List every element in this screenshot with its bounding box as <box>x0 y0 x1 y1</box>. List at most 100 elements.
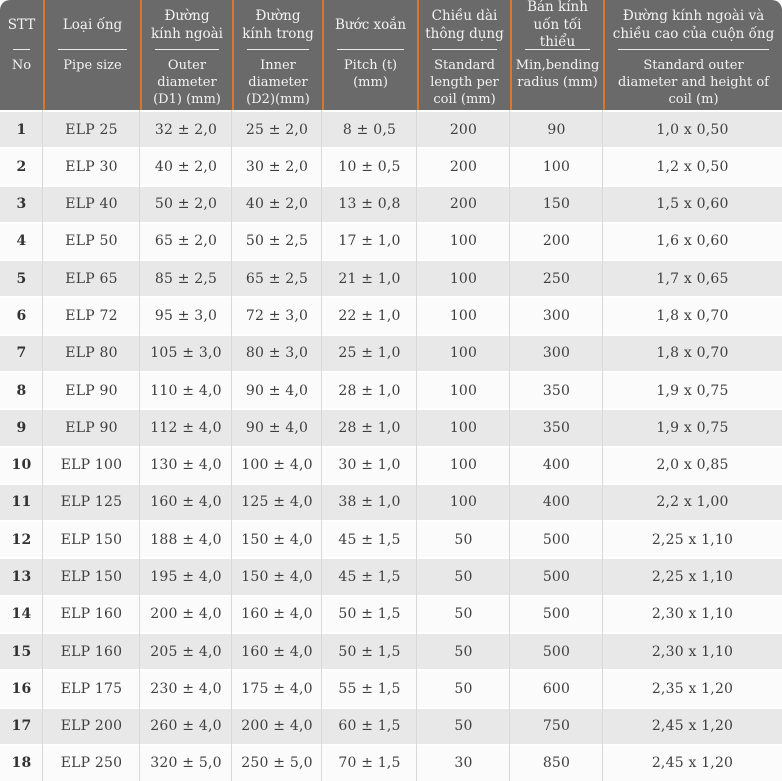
cell-size: ELP 30 <box>65 158 118 175</box>
cell-inner: 65 ± 2,5 <box>245 270 309 287</box>
cell-outer: 110 ± 4,0 <box>150 382 222 399</box>
table-row: 1 ELP 25 32 ± 2,0 25 ± 2,0 8 ± 0,5 200 90 1,0 x… <box>0 110 782 148</box>
cell-outer: 112 ± 4,0 <box>150 419 222 436</box>
cell-coil: 1,9 x 0,75 <box>656 419 729 436</box>
cell-coil: 2,2 x 1,00 <box>656 494 729 511</box>
table-header: STT No Loại ống Pipe size Đường kính ngoài Ou… <box>0 0 782 110</box>
cell-size: ELP 250 <box>60 755 123 772</box>
cell-outer: 105 ± 3,0 <box>150 345 222 362</box>
cell-length: 100 <box>449 270 478 287</box>
cell-outer: 65 ± 2,0 <box>154 233 218 250</box>
cell-size: ELP 100 <box>60 457 123 474</box>
cell-inner: 175 ± 4,0 <box>241 680 313 697</box>
cell-length: 200 <box>449 196 478 213</box>
cell-size: ELP 80 <box>65 345 118 362</box>
cell-length: 100 <box>449 382 478 399</box>
cell-pitch: 25 ± 1,0 <box>338 345 401 362</box>
cell-size: ELP 160 <box>60 643 123 660</box>
cell-outer: 195 ± 4,0 <box>150 569 222 586</box>
cell-inner: 30 ± 2,0 <box>245 158 309 175</box>
cell-size: ELP 125 <box>60 494 123 511</box>
cell-inner: 90 ± 4,0 <box>245 382 309 399</box>
cell-coil: 2,30 x 1,10 <box>651 606 734 623</box>
table-row: 6 ELP 72 95 ± 3,0 72 ± 3,0 22 ± 1,0 100 300 1,8… <box>0 296 782 334</box>
table-row: 4 ELP 50 65 ± 2,0 50 ± 2,5 17 ± 1,0 100 200 1,6… <box>0 221 782 260</box>
cell-pitch: 45 ± 1,5 <box>338 569 401 586</box>
table-row: 2 ELP 30 40 ± 2,0 30 ± 2,0 10 ± 0,5 200 100 1,2… <box>0 147 782 185</box>
cell-inner: 160 ± 4,0 <box>241 643 313 660</box>
cell-no: 2 <box>16 158 27 175</box>
cell-coil: 2,45 x 1,20 <box>651 718 734 735</box>
cell-radius: 500 <box>542 569 571 586</box>
table-body: 1 ELP 25 32 ± 2,0 25 ± 2,0 8 ± 0,5 200 90 1,0 x… <box>0 110 782 781</box>
column-header-no: STT No <box>0 0 43 110</box>
cell-outer: 95 ± 3,0 <box>154 308 218 325</box>
cell-coil: 1,7 x 0,65 <box>656 270 729 287</box>
header-english-label: Inner diameter (D2)(mm) <box>246 58 310 107</box>
table-row: 12 ELP 150 188 ± 4,0 150 ± 4,0 45 ± 1,5 50 500… <box>0 520 782 558</box>
cell-radius: 750 <box>542 718 571 735</box>
header-english-label: Pipe size <box>63 58 122 73</box>
header-vietnamese-label: Bán kính uốn tối thiểu <box>527 0 588 51</box>
cell-coil: 1,2 x 0,50 <box>656 158 729 175</box>
column-header-length: Chiều dài thông dụng Standard length per … <box>417 0 510 110</box>
cell-length: 100 <box>449 308 478 325</box>
cell-pitch: 45 ± 1,5 <box>338 531 401 548</box>
cell-radius: 300 <box>542 345 571 362</box>
cell-size: ELP 90 <box>65 419 118 436</box>
cell-no: 11 <box>11 494 32 511</box>
cell-coil: 2,0 x 0,85 <box>656 457 729 474</box>
cell-no: 8 <box>16 382 27 399</box>
cell-radius: 90 <box>547 121 566 138</box>
cell-inner: 150 ± 4,0 <box>241 531 313 548</box>
cell-coil: 2,45 x 1,20 <box>651 755 734 772</box>
cell-length: 100 <box>449 494 478 511</box>
column-header-outer: Đường kính ngoài Outer diameter (D1) (mm) <box>140 0 232 110</box>
cell-length: 50 <box>454 718 473 735</box>
header-english-label: Standard length per coil (mm) <box>430 58 499 107</box>
cell-length: 50 <box>454 606 473 623</box>
cell-length: 50 <box>454 531 473 548</box>
cell-pitch: 30 ± 1,0 <box>338 457 401 474</box>
header-english-label: Min,bending radius (mm) <box>515 58 600 90</box>
cell-radius: 350 <box>542 419 571 436</box>
cell-no: 12 <box>11 531 32 548</box>
cell-outer: 320 ± 5,0 <box>150 755 222 772</box>
cell-coil: 2,25 x 1,10 <box>651 569 734 586</box>
cell-size: ELP 90 <box>65 382 118 399</box>
cell-no: 16 <box>11 680 32 697</box>
table-row: 15 ELP 160 205 ± 4,0 160 ± 4,0 50 ± 1,5 50 500… <box>0 631 782 670</box>
header-vietnamese-label: STT <box>7 16 36 33</box>
table-row: 9 ELP 90 112 ± 4,0 90 ± 4,0 28 ± 1,0 100 350 1,… <box>0 408 782 446</box>
cell-coil: 1,8 x 0,70 <box>656 308 729 325</box>
cell-outer: 205 ± 4,0 <box>150 643 222 660</box>
table-row: 18 ELP 250 320 ± 5,0 250 ± 5,0 70 ± 1,5 30 850… <box>0 743 782 781</box>
column-header-inner: Đường kính trong Inner diameter (D2)(mm) <box>232 0 322 110</box>
table-row: 13 ELP 150 195 ± 4,0 150 ± 4,0 45 ± 1,5 50 500… <box>0 557 782 595</box>
cell-pitch: 13 ± 0,8 <box>338 196 401 213</box>
cell-inner: 100 ± 4,0 <box>241 457 313 474</box>
cell-size: ELP 150 <box>60 531 123 548</box>
cell-inner: 160 ± 4,0 <box>241 606 313 623</box>
cell-length: 200 <box>449 158 478 175</box>
cell-coil: 1,6 x 0,60 <box>656 233 729 250</box>
cell-outer: 160 ± 4,0 <box>150 494 222 511</box>
cell-inner: 150 ± 4,0 <box>241 569 313 586</box>
cell-no: 1 <box>16 121 27 138</box>
cell-size: ELP 160 <box>60 606 123 623</box>
header-divider-line <box>432 49 497 50</box>
header-vietnamese-label: Đường kính trong <box>242 7 314 42</box>
table-row: 7 ELP 80 105 ± 3,0 80 ± 3,0 25 ± 1,0 100 300 1,… <box>0 333 782 371</box>
header-divider-line <box>525 49 590 50</box>
cell-pitch: 10 ± 0,5 <box>338 158 401 175</box>
header-divider-line <box>247 49 309 50</box>
cell-coil: 2,30 x 1,10 <box>651 643 734 660</box>
cell-coil: 2,25 x 1,10 <box>651 531 734 548</box>
cell-no: 7 <box>16 345 27 362</box>
header-english-label: Pitch (t)(mm) <box>343 58 398 90</box>
header-vietnamese-label: Bước xoắn <box>334 16 407 33</box>
cell-pitch: 55 ± 1,5 <box>338 680 401 697</box>
cell-length: 100 <box>449 419 478 436</box>
cell-radius: 600 <box>542 680 571 697</box>
